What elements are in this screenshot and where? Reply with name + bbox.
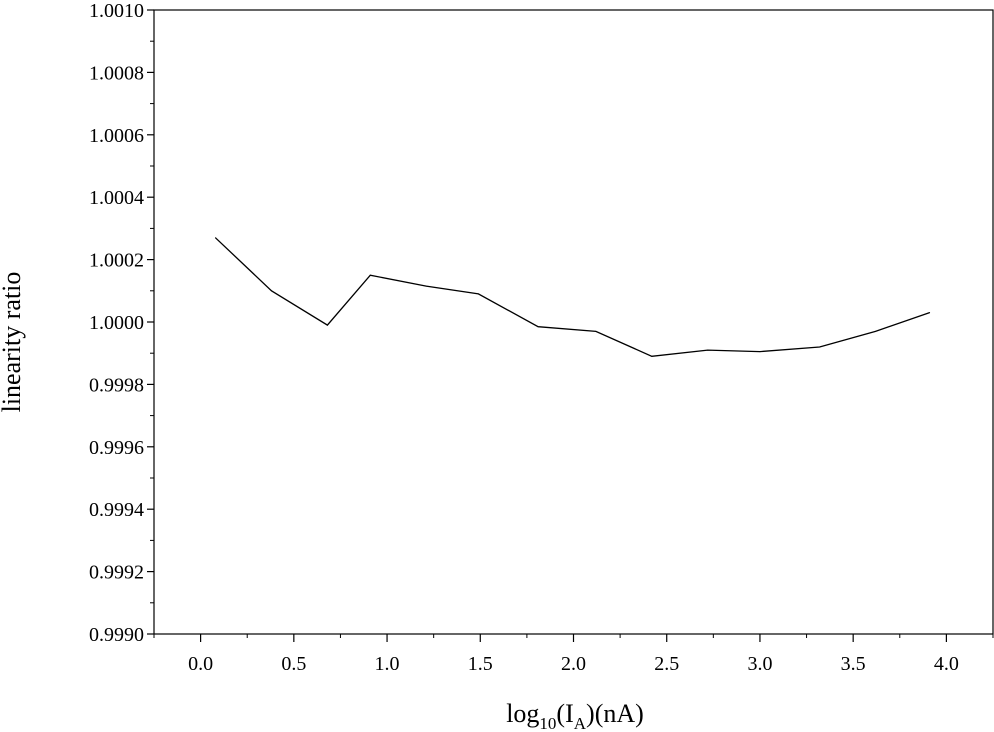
y-tick-label: 1.0006 <box>89 125 144 147</box>
x-tick-label: 2.0 <box>561 653 586 675</box>
y-tick-label: 1.0004 <box>89 187 144 209</box>
data-point <box>369 274 371 276</box>
data-point <box>707 349 709 351</box>
x-tick-label: 4.0 <box>934 653 959 675</box>
x-tick-label: 1.5 <box>468 653 493 675</box>
y-tick-label: 1.0000 <box>89 312 144 334</box>
series-line <box>215 237 930 357</box>
data-point <box>215 237 217 239</box>
data-point <box>477 293 479 295</box>
y-tick-label: 0.9998 <box>89 374 144 396</box>
x-tick-label: 0.0 <box>188 653 213 675</box>
x-tick-label: 3.0 <box>747 653 772 675</box>
y-tick-label: 0.9996 <box>89 437 144 459</box>
x-tick-label: 1.0 <box>375 653 400 675</box>
data-point <box>537 326 539 328</box>
x-tick-label: 0.5 <box>281 653 306 675</box>
plot-frame <box>153 9 994 635</box>
data-point <box>929 312 931 314</box>
data-point <box>326 324 328 326</box>
data-point <box>270 290 272 292</box>
y-tick-label: 0.9990 <box>89 624 144 646</box>
data-point <box>875 330 877 332</box>
y-tick-label: 1.0010 <box>89 0 144 22</box>
y-axis: 0.9990 0.9992 0.9994 0.9996 0.9998 1.0000 1.00… <box>89 0 154 646</box>
x-axis-title: log10(IA)(nA) <box>506 699 644 732</box>
y-tick-label: 0.9992 <box>89 562 144 584</box>
y-axis-title: linearity ratio <box>0 272 26 413</box>
y-tick-label: 1.0008 <box>89 62 144 84</box>
y-tick-label: 0.9994 <box>89 499 144 521</box>
data-point <box>759 351 761 353</box>
data-point <box>425 285 427 287</box>
x-tick-label: 3.5 <box>841 653 866 675</box>
series-layer <box>215 237 931 357</box>
y-tick-label: 1.0002 <box>89 250 144 272</box>
x-tick-label: 2.5 <box>654 653 679 675</box>
data-point <box>819 346 821 348</box>
data-point <box>595 330 597 332</box>
x-axis: 0.0 0.5 1.0 1.5 2.0 2.5 3.0 3.5 4.0 <box>153 634 994 675</box>
data-point <box>651 355 653 357</box>
